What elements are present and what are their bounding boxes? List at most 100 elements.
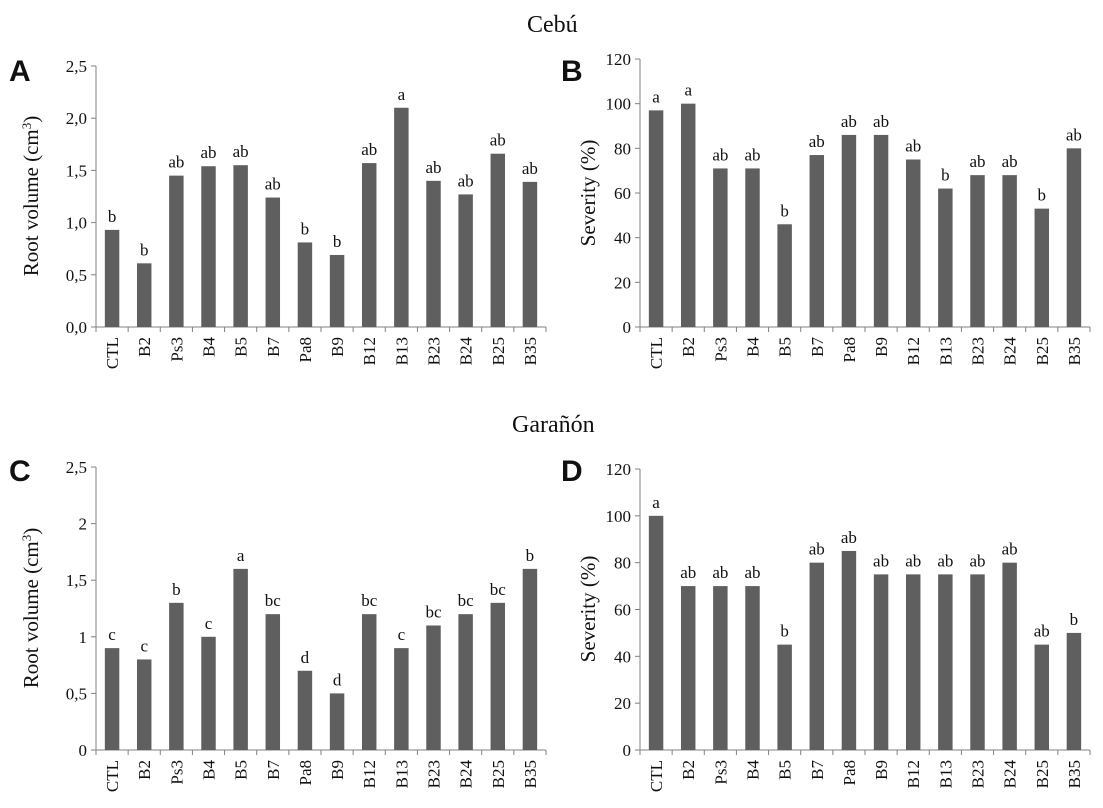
x-tick-label: CTL bbox=[103, 337, 122, 369]
bar-b23 bbox=[426, 625, 441, 750]
bar-b25 bbox=[1034, 208, 1050, 327]
bar-significance-label: c bbox=[205, 614, 213, 633]
bar-pa8 bbox=[841, 134, 857, 327]
x-tick-label: B23 bbox=[969, 760, 988, 788]
bar-pa8 bbox=[841, 550, 857, 750]
x-tick-label: B4 bbox=[200, 337, 219, 357]
x-tick-label: CTL bbox=[103, 760, 122, 792]
x-tick-label: Pa8 bbox=[840, 760, 859, 786]
bar-significance-label: ab bbox=[1066, 125, 1082, 144]
section-title-bottom: Garañón bbox=[512, 412, 595, 438]
x-tick-label: B12 bbox=[360, 760, 379, 788]
bar-b5 bbox=[233, 568, 248, 750]
bar-b4 bbox=[201, 636, 216, 750]
x-tick-label: Pa8 bbox=[296, 760, 315, 786]
bar-significance-label: ab bbox=[458, 171, 474, 190]
x-tick-label: B35 bbox=[521, 337, 540, 365]
y-tick-label: 2,5 bbox=[66, 458, 87, 477]
x-tick-label: B2 bbox=[679, 337, 698, 357]
bar-significance-label: ab bbox=[841, 112, 857, 131]
y-tick-label: 40 bbox=[614, 647, 631, 666]
bar-significance-label: ab bbox=[905, 137, 921, 156]
chart-panel-c: 0 0,5 1 1,5 2 2,5 Root volume (cm3) c CTL c B2 b Ps3… bbox=[19, 458, 547, 792]
bar-b2 bbox=[680, 586, 696, 750]
y-axis-label: Root volume (cm3) bbox=[19, 116, 44, 276]
bar-b23 bbox=[970, 175, 985, 327]
panel-label-a: A bbox=[9, 55, 31, 88]
bar-ps3 bbox=[169, 602, 184, 750]
bar-b9 bbox=[329, 254, 345, 327]
y-tick-label: 0,0 bbox=[66, 318, 87, 337]
section-title-top: Cebú bbox=[527, 12, 578, 38]
x-tick-label: B13 bbox=[392, 337, 411, 365]
bar-significance-label: ab bbox=[233, 142, 249, 161]
bar-b23 bbox=[426, 180, 441, 327]
y-tick-label: 1 bbox=[79, 628, 88, 647]
bar-b12 bbox=[905, 159, 921, 327]
bar-b12 bbox=[905, 574, 921, 750]
bar-b2 bbox=[680, 103, 696, 328]
bar-b25 bbox=[1034, 644, 1050, 750]
bar-significance-label: ab bbox=[200, 143, 216, 162]
x-tick-label: B7 bbox=[808, 337, 827, 357]
y-axis-label: Root volume (cm3) bbox=[19, 528, 44, 688]
bar-significance-label: ab bbox=[905, 551, 921, 570]
y-tick-label: 0 bbox=[79, 741, 88, 760]
bar-b13 bbox=[394, 107, 409, 327]
panel-label-b: B bbox=[561, 55, 583, 88]
x-tick-label: B4 bbox=[200, 760, 219, 780]
x-tick-label: B7 bbox=[264, 760, 283, 780]
bar-significance-label: b bbox=[780, 201, 789, 220]
x-tick-label: B2 bbox=[679, 760, 698, 780]
y-tick-label: 2 bbox=[79, 515, 88, 534]
bar-b9 bbox=[873, 574, 889, 750]
y-axis-label-superscript: 3 bbox=[19, 535, 34, 542]
bar-b13 bbox=[938, 188, 953, 327]
bar-significance-label: ab bbox=[680, 563, 696, 582]
bar-significance-label: d bbox=[301, 648, 310, 667]
bar-significance-label: b bbox=[172, 580, 181, 599]
x-tick-label: Pa8 bbox=[840, 337, 859, 363]
x-tick-label: B12 bbox=[360, 337, 379, 365]
bar-b7 bbox=[809, 562, 825, 750]
bar-ps3 bbox=[713, 168, 728, 327]
bar-b9 bbox=[873, 134, 889, 327]
bar-significance-label: bc bbox=[458, 591, 475, 610]
bar-significance-label: b bbox=[941, 166, 950, 185]
bar-significance-label: bc bbox=[265, 591, 282, 610]
x-tick-label: B5 bbox=[776, 760, 795, 780]
bar-significance-label: c bbox=[398, 625, 406, 644]
bar-b4 bbox=[201, 166, 216, 327]
bar-significance-label: bc bbox=[425, 602, 442, 621]
y-tick-label: 2,0 bbox=[66, 109, 87, 128]
bar-b4 bbox=[745, 586, 760, 750]
bar-significance-label: ab bbox=[809, 540, 825, 559]
bar-significance-label: ab bbox=[1002, 540, 1018, 559]
bar-significance-label: b bbox=[1070, 610, 1079, 629]
x-tick-label: B25 bbox=[489, 760, 508, 788]
bar-significance-label: ab bbox=[873, 112, 889, 131]
x-tick-label: B9 bbox=[872, 337, 891, 357]
x-tick-label: B24 bbox=[457, 337, 476, 366]
bar-b13 bbox=[394, 648, 409, 750]
x-tick-label: CTL bbox=[647, 760, 666, 792]
y-tick-label: 2,5 bbox=[66, 57, 87, 76]
x-tick-label: B23 bbox=[425, 337, 444, 365]
bar-significance-label: ab bbox=[873, 551, 889, 570]
bar-significance-label: bc bbox=[361, 591, 378, 610]
bar-significance-label: b bbox=[1038, 186, 1047, 205]
x-tick-label: B25 bbox=[1033, 760, 1052, 788]
y-tick-label: 20 bbox=[614, 273, 631, 292]
bar-significance-label: b bbox=[333, 232, 342, 251]
x-tick-label: B35 bbox=[521, 760, 540, 788]
bar-significance-label: ab bbox=[744, 145, 760, 164]
bar-ctl bbox=[104, 229, 120, 327]
x-tick-label: B24 bbox=[457, 760, 476, 789]
x-tick-label: B25 bbox=[489, 337, 508, 365]
x-tick-label: CTL bbox=[647, 337, 666, 369]
chart-panel-a: 0,0 0,5 1,0 1,5 2,0 2,5 Root volume (cm3) b CTL b… bbox=[19, 57, 547, 369]
bar-significance-label: a bbox=[652, 87, 660, 106]
bar-b4 bbox=[745, 168, 760, 327]
y-tick-label: 80 bbox=[614, 554, 631, 573]
y-tick-label: 60 bbox=[614, 184, 631, 203]
